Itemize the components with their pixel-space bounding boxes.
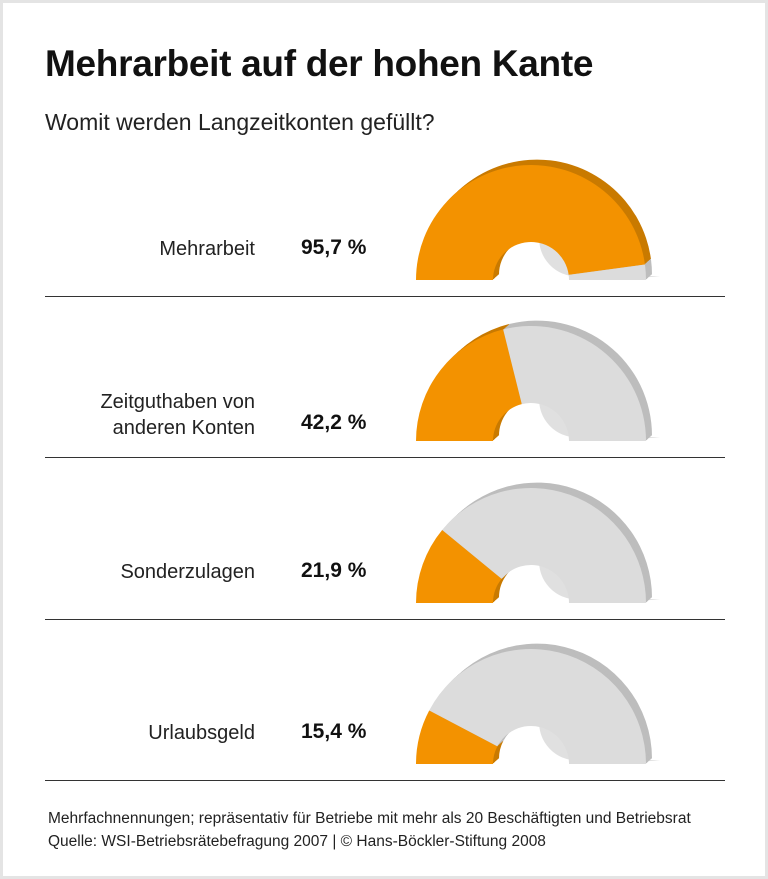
row-divider [45, 295, 725, 297]
gauge-value-segment [416, 329, 522, 441]
gauge [416, 320, 660, 441]
gauge-rest-segment [568, 264, 646, 280]
category-label-line: Urlaubsgeld [148, 722, 255, 744]
gauge [416, 159, 660, 280]
gauge-row: Zeitguthaben von anderen Konten 42,2 % [45, 297, 725, 458]
gauge-rest-segment [429, 649, 646, 764]
infographic: Mehrarbeit auf der hohen Kante Womit wer… [3, 3, 765, 876]
row-divider [45, 779, 725, 781]
gauge-value-segment [416, 529, 502, 603]
category-label-line: anderen Konten [112, 417, 255, 439]
category-label: Zeitguthaben von anderen Konten [0, 389, 255, 441]
category-label-line: Mehrarbeit [159, 238, 255, 260]
gauge-row: Mehrarbeit 95,7 % [45, 136, 725, 297]
gauge [416, 643, 660, 764]
row-divider [45, 456, 725, 458]
gauge-row: Urlaubsgeld 15,4 % [45, 620, 725, 781]
gauge-row: Sonderzulagen 21,9 % [45, 459, 725, 620]
chart-title: Mehrarbeit auf der hohen Kante [45, 43, 594, 84]
gauge [416, 482, 660, 603]
category-label: Sonderzulagen [0, 559, 255, 585]
value-label: 21,9 % [301, 559, 367, 582]
gauge-rest-segment [442, 488, 646, 603]
value-label: 42,2 % [301, 411, 367, 434]
footer: Mehrfachnennungen; repräsentativ für Bet… [48, 807, 691, 853]
category-label-line: Zeitguthaben von [100, 391, 255, 413]
category-label-line: Sonderzulagen [120, 561, 255, 583]
gauge-rest-segment [503, 326, 646, 441]
row-divider [45, 618, 725, 620]
chart-subtitle: Womit werden Langzeitkonten gefüllt? [45, 109, 435, 135]
value-label: 95,7 % [301, 236, 367, 259]
gauge-value-segment [416, 710, 498, 764]
footer-source: Quelle: WSI-Betriebsrätebefragung 2007 |… [48, 833, 546, 850]
category-label: Mehrarbeit [0, 236, 255, 262]
category-label: Urlaubsgeld [0, 720, 255, 746]
footer-note: Mehrfachnennungen; repräsentativ für Bet… [48, 810, 691, 827]
value-label: 15,4 % [301, 720, 367, 743]
gauge-value-segment [416, 165, 645, 280]
